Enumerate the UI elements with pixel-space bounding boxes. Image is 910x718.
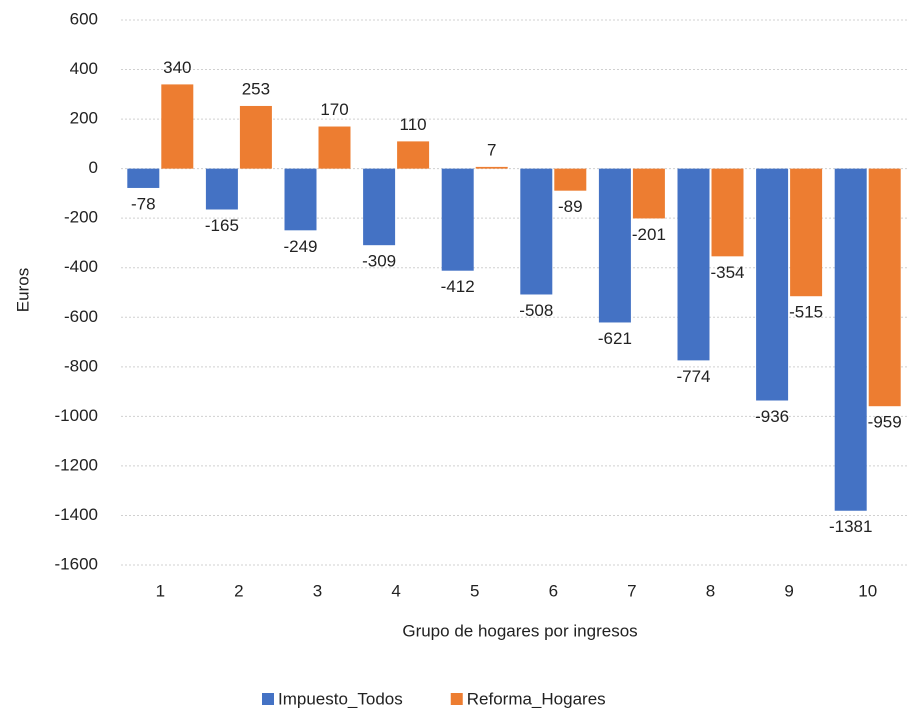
y-tick-label: -800 — [64, 356, 98, 375]
data-label: 7 — [487, 140, 496, 159]
data-label: -78 — [131, 194, 156, 213]
x-tick-label: 1 — [156, 581, 165, 600]
x-tick-label: 4 — [391, 581, 400, 600]
bar — [441, 168, 474, 271]
bar — [318, 126, 351, 169]
bar — [677, 168, 710, 361]
bar — [554, 168, 587, 191]
y-tick-label: -600 — [64, 307, 98, 326]
bar — [790, 168, 823, 297]
y-tick-label: -1000 — [55, 406, 98, 425]
data-label: 110 — [400, 115, 427, 134]
data-label: -515 — [789, 303, 823, 322]
x-tick-label: 10 — [858, 581, 877, 600]
data-label: 253 — [242, 79, 270, 98]
bar — [239, 105, 272, 169]
x-tick-label: 6 — [549, 581, 558, 600]
y-tick-label: 600 — [70, 9, 98, 28]
data-label: -1381 — [829, 517, 872, 536]
data-label: -508 — [519, 301, 553, 320]
y-axis-title: Euros — [13, 268, 32, 312]
data-label: -621 — [598, 329, 632, 348]
bar — [632, 168, 665, 219]
y-tick-label: -1200 — [55, 455, 98, 474]
legend-label: Reforma_Hogares — [467, 689, 606, 708]
bar — [756, 168, 789, 401]
bar — [284, 168, 317, 231]
bar — [363, 168, 396, 246]
bar — [598, 168, 631, 323]
data-label: 170 — [320, 100, 348, 119]
data-label: -959 — [868, 413, 902, 432]
bar — [205, 168, 238, 210]
bar — [520, 168, 553, 295]
data-label: -936 — [755, 407, 789, 426]
y-tick-label: -200 — [64, 208, 98, 227]
x-tick-label: 3 — [313, 581, 322, 600]
legend-swatch — [450, 693, 463, 705]
y-tick-label: -400 — [64, 257, 98, 276]
bar — [127, 168, 160, 188]
bar — [397, 141, 430, 169]
data-label: -354 — [710, 263, 744, 282]
data-label: 340 — [163, 58, 191, 77]
data-label: -309 — [362, 252, 396, 271]
bar — [711, 168, 744, 257]
bar — [161, 84, 194, 169]
data-label: -89 — [558, 197, 583, 216]
x-axis-title: Grupo de hogares por ingresos — [402, 621, 637, 640]
y-tick-label: 200 — [70, 109, 98, 128]
data-label: -201 — [632, 225, 666, 244]
y-tick-label: -1600 — [55, 554, 98, 573]
x-tick-label: 7 — [627, 581, 636, 600]
x-tick-label: 8 — [706, 581, 715, 600]
y-tick-label: -1400 — [55, 505, 98, 524]
y-tick-label: 400 — [70, 59, 98, 78]
data-label: -165 — [205, 216, 239, 235]
bar — [475, 166, 508, 169]
data-label: -774 — [676, 367, 710, 386]
y-tick-label: 0 — [89, 158, 98, 177]
x-tick-label: 9 — [784, 581, 793, 600]
legend-label: Impuesto_Todos — [278, 689, 403, 708]
data-label: -412 — [441, 277, 475, 296]
bar — [834, 168, 867, 511]
x-tick-label: 2 — [234, 581, 243, 600]
data-label: -249 — [283, 237, 317, 256]
bar — [868, 168, 901, 407]
x-tick-label: 5 — [470, 581, 479, 600]
legend-swatch — [262, 693, 274, 705]
